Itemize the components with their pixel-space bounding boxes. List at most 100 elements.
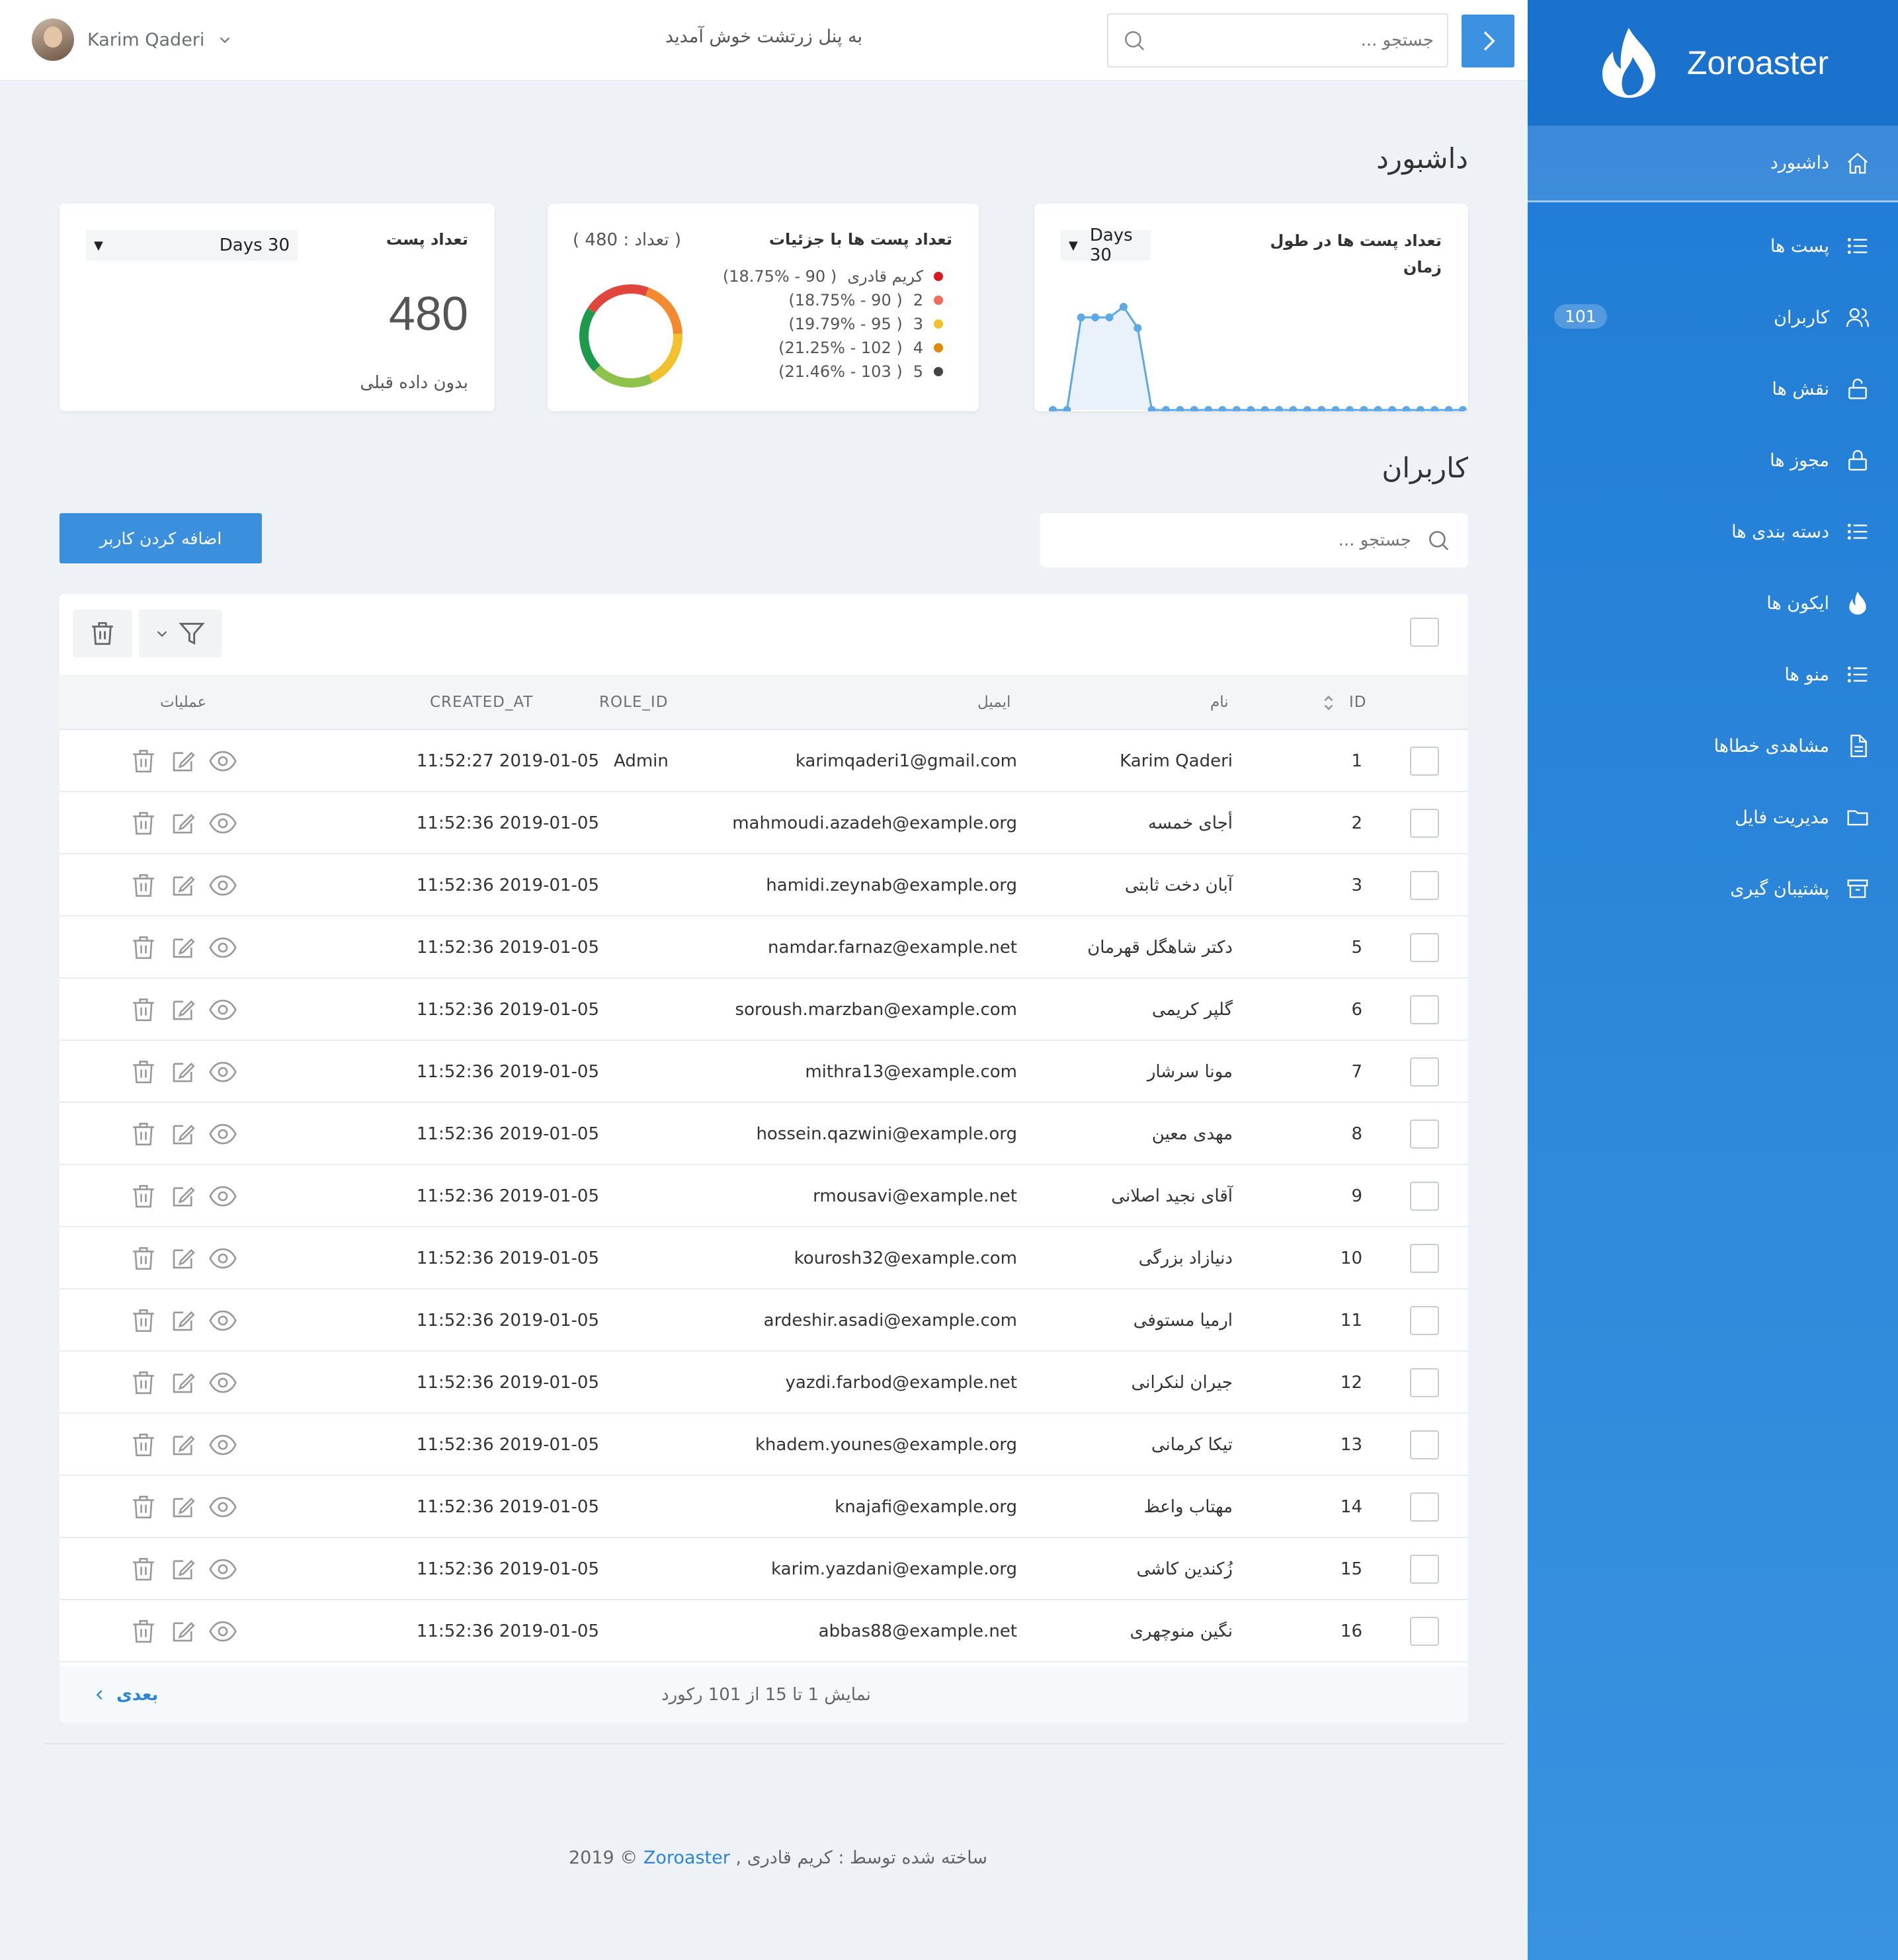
- timeline-point[interactable]: [1317, 406, 1326, 411]
- timeline-point[interactable]: [1275, 406, 1284, 411]
- column-header-role[interactable]: ROLE_ID: [599, 694, 669, 711]
- row-checkbox[interactable]: [1410, 1555, 1439, 1584]
- row-checkbox[interactable]: [1410, 1120, 1439, 1149]
- delete-row-icon[interactable]: [130, 1245, 157, 1272]
- edit-row-icon[interactable]: [169, 747, 197, 775]
- edit-row-icon[interactable]: [169, 872, 197, 899]
- column-header-created[interactable]: CREATED_AT: [430, 694, 534, 711]
- timeline-point[interactable]: [1402, 406, 1411, 411]
- delete-row-icon[interactable]: [130, 872, 157, 899]
- timeline-point[interactable]: [1105, 313, 1114, 321]
- view-row-icon[interactable]: [209, 934, 237, 961]
- column-header-id[interactable]: ID: [1349, 694, 1367, 711]
- timeline-point[interactable]: [1331, 406, 1340, 411]
- select-all-checkbox[interactable]: [1410, 618, 1439, 647]
- user-menu[interactable]: Karim Qaderi: [32, 19, 232, 61]
- delete-row-icon[interactable]: [130, 1369, 157, 1397]
- row-checkbox[interactable]: [1410, 809, 1439, 838]
- edit-row-icon[interactable]: [169, 996, 197, 1024]
- filter-button[interactable]: [139, 610, 222, 657]
- timeline-point[interactable]: [1416, 406, 1424, 411]
- posts-range-select[interactable]: ▼ Days 30: [86, 230, 298, 261]
- sidebar-item-menus[interactable]: منو ها: [1528, 639, 1898, 710]
- row-checkbox[interactable]: [1410, 933, 1439, 962]
- delete-row-icon[interactable]: [130, 1307, 157, 1334]
- view-row-icon[interactable]: [209, 872, 237, 899]
- edit-row-icon[interactable]: [169, 934, 197, 961]
- delete-row-icon[interactable]: [130, 1120, 157, 1148]
- timeline-point[interactable]: [1091, 313, 1100, 321]
- timeline-point[interactable]: [1360, 406, 1368, 411]
- sidebar-item-files[interactable]: مدیریت فایل: [1528, 782, 1898, 853]
- delete-row-icon[interactable]: [130, 1555, 157, 1583]
- users-search[interactable]: [1040, 513, 1468, 567]
- edit-row-icon[interactable]: [169, 1182, 197, 1210]
- view-row-icon[interactable]: [209, 1182, 237, 1210]
- timeline-point[interactable]: [1176, 406, 1184, 411]
- next-page-link[interactable]: بعدی: [93, 1666, 158, 1723]
- sidebar-toggle-button[interactable]: [1462, 15, 1514, 67]
- edit-row-icon[interactable]: [169, 809, 197, 837]
- sidebar-item-posts[interactable]: پست ها: [1528, 210, 1898, 282]
- view-row-icon[interactable]: [209, 1245, 237, 1272]
- view-row-icon[interactable]: [209, 1120, 237, 1148]
- timeline-point[interactable]: [1049, 406, 1057, 411]
- edit-row-icon[interactable]: [169, 1245, 197, 1272]
- timeline-point[interactable]: [1063, 406, 1071, 411]
- row-checkbox[interactable]: [1410, 1368, 1439, 1397]
- sidebar-item-permissions[interactable]: مجوز ها: [1528, 425, 1898, 496]
- row-checkbox[interactable]: [1410, 995, 1439, 1024]
- timeline-point[interactable]: [1077, 313, 1085, 321]
- delete-row-icon[interactable]: [130, 1182, 157, 1210]
- delete-row-icon[interactable]: [130, 1431, 157, 1459]
- sidebar-item-categories[interactable]: دسته بندی ها: [1528, 496, 1898, 567]
- timeline-point[interactable]: [1218, 406, 1227, 411]
- row-checkbox[interactable]: [1410, 1306, 1439, 1335]
- sort-icon[interactable]: [1321, 693, 1336, 713]
- timeline-range-select[interactable]: ▼ Days 30: [1061, 225, 1151, 265]
- timeline-point[interactable]: [1430, 406, 1439, 411]
- edit-row-icon[interactable]: [169, 1120, 197, 1148]
- sidebar-item-roles[interactable]: نقش ها: [1528, 353, 1898, 425]
- delete-selected-button[interactable]: [73, 610, 132, 657]
- row-checkbox[interactable]: [1410, 1182, 1439, 1211]
- timeline-point[interactable]: [1147, 406, 1156, 411]
- view-row-icon[interactable]: [209, 1617, 237, 1645]
- timeline-point[interactable]: [1232, 406, 1241, 411]
- edit-row-icon[interactable]: [169, 1493, 197, 1521]
- view-row-icon[interactable]: [209, 1369, 237, 1397]
- delete-row-icon[interactable]: [130, 996, 157, 1024]
- delete-row-icon[interactable]: [130, 1493, 157, 1521]
- delete-row-icon[interactable]: [130, 747, 157, 775]
- timeline-point[interactable]: [1119, 303, 1128, 311]
- timeline-point[interactable]: [1289, 406, 1298, 411]
- row-checkbox[interactable]: [1410, 1492, 1439, 1522]
- row-checkbox[interactable]: [1410, 747, 1439, 776]
- brand[interactable]: Zoroaster: [1528, 0, 1898, 126]
- timeline-point[interactable]: [1388, 406, 1397, 411]
- edit-row-icon[interactable]: [169, 1369, 197, 1397]
- timeline-point[interactable]: [1247, 406, 1255, 411]
- edit-row-icon[interactable]: [169, 1617, 197, 1645]
- users-search-input[interactable]: [1057, 530, 1411, 550]
- row-checkbox[interactable]: [1410, 1244, 1439, 1273]
- sidebar-item-users[interactable]: کاربران 101: [1528, 282, 1898, 353]
- timeline-point[interactable]: [1190, 406, 1198, 411]
- sidebar-item-dashboard[interactable]: داشبورد: [1528, 126, 1898, 202]
- view-row-icon[interactable]: [209, 1493, 237, 1521]
- edit-row-icon[interactable]: [169, 1431, 197, 1459]
- header-search-input[interactable]: [1147, 30, 1434, 50]
- edit-row-icon[interactable]: [169, 1307, 197, 1334]
- delete-row-icon[interactable]: [130, 1617, 157, 1645]
- row-checkbox[interactable]: [1410, 871, 1439, 900]
- delete-row-icon[interactable]: [130, 934, 157, 961]
- column-header-email[interactable]: ایمیل: [977, 694, 1011, 711]
- footer-brand-link[interactable]: Zoroaster: [643, 1848, 730, 1868]
- edit-row-icon[interactable]: [169, 1555, 197, 1583]
- timeline-point[interactable]: [1444, 406, 1453, 411]
- avatar[interactable]: [32, 19, 74, 61]
- timeline-point[interactable]: [1204, 406, 1213, 411]
- add-user-button[interactable]: اضافه کردن کاربر: [60, 513, 262, 563]
- sidebar-item-icons[interactable]: ایکون ها: [1528, 567, 1898, 639]
- view-row-icon[interactable]: [209, 1058, 237, 1086]
